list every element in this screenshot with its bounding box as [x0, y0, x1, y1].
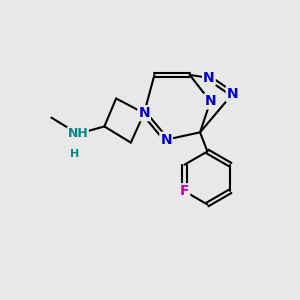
Text: H: H [70, 149, 80, 159]
Text: F: F [180, 184, 189, 198]
Text: N: N [226, 87, 238, 101]
Text: NH: NH [68, 127, 88, 140]
Text: N: N [160, 133, 172, 147]
Text: N: N [138, 106, 150, 120]
Text: N: N [203, 71, 215, 85]
Text: N: N [205, 94, 216, 108]
